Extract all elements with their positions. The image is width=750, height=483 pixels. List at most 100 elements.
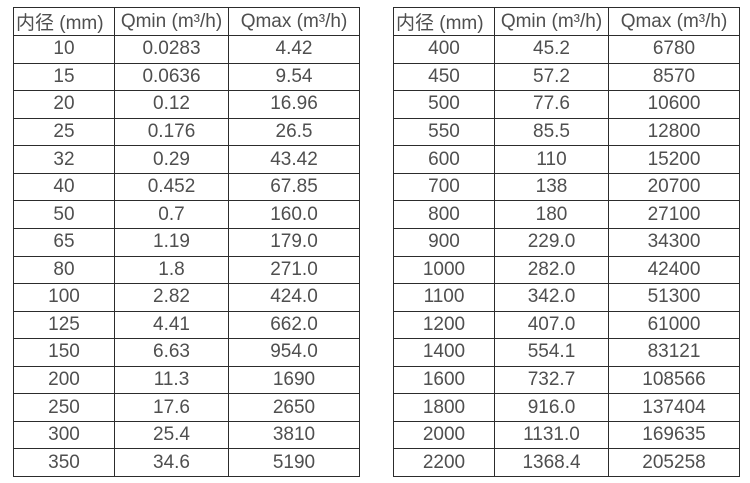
table-cell: 20 [13, 90, 115, 119]
table-cell: 550 [393, 117, 495, 147]
table-row: 1800 916.0 137404 [393, 393, 740, 422]
column-header-inner-diameter: 内径 (mm) [393, 7, 495, 36]
table-cell: 169635 [608, 420, 740, 450]
table-row: 65 1.19 179.0 [13, 227, 360, 257]
table-row: 700 138 20700 [393, 172, 740, 202]
table-cell: 0.0636 [114, 62, 229, 92]
table-row: 600 110 15200 [393, 145, 740, 174]
table-cell: 700 [393, 172, 495, 202]
table-cell: 1690 [228, 365, 360, 395]
table-header-row: 内径 (mm) Qmin (m³/h) Qmax (m³/h) [393, 7, 740, 36]
table-cell: 1400 [393, 338, 495, 367]
table-row: 20 0.12 16.96 [13, 90, 360, 119]
table-row: 400 45.2 6780 [393, 35, 740, 64]
table-body: 400 45.2 6780 450 57.2 8570 500 77.6 10600 550 85.… [393, 35, 740, 477]
table-body: 10 0.0283 4.42 15 0.0636 9.54 20 0.12 16.96 25 0.1… [13, 35, 360, 477]
table-cell: 11.3 [114, 365, 229, 395]
table-cell: 350 [13, 448, 115, 477]
table-cell: 2000 [393, 420, 495, 450]
table-cell: 17.6 [114, 393, 229, 422]
table-cell: 732.7 [494, 365, 609, 395]
table-cell: 205258 [608, 448, 740, 477]
table-cell: 6.63 [114, 338, 229, 367]
table-cell: 180 [494, 200, 609, 229]
table-cell: 110 [494, 145, 609, 174]
flow-table-large-diameters: 内径 (mm) Qmin (m³/h) Qmax (m³/h) 400 45.2 6… [393, 7, 740, 477]
table-cell: 600 [393, 145, 495, 174]
table-cell: 5190 [228, 448, 360, 477]
table-cell: 57.2 [494, 62, 609, 92]
table-cell: 1.8 [114, 255, 229, 285]
table-cell: 42400 [608, 255, 740, 285]
table-cell: 9.54 [228, 62, 360, 92]
table-cell: 1000 [393, 255, 495, 285]
table-row: 350 34.6 5190 [13, 448, 360, 477]
table-cell: 1600 [393, 365, 495, 395]
table-row: 900 229.0 34300 [393, 227, 740, 257]
flow-table-small-diameters: 内径 (mm) Qmin (m³/h) Qmax (m³/h) 10 0.0283… [13, 7, 360, 477]
table-row: 300 25.4 3810 [13, 420, 360, 450]
table-cell: 125 [13, 310, 115, 340]
table-cell: 800 [393, 200, 495, 229]
table-cell: 10 [13, 35, 115, 64]
table-cell: 954.0 [228, 338, 360, 367]
table-row: 450 57.2 8570 [393, 62, 740, 92]
table-cell: 85.5 [494, 117, 609, 147]
table-row: 125 4.41 662.0 [13, 310, 360, 340]
table-cell: 4.41 [114, 310, 229, 340]
table-cell: 83121 [608, 338, 740, 367]
table-row: 1400 554.1 83121 [393, 338, 740, 367]
table-cell: 16.96 [228, 90, 360, 119]
table-cell: 400 [393, 35, 495, 64]
table-cell: 662.0 [228, 310, 360, 340]
table-row: 2200 1368.4 205258 [393, 448, 740, 477]
table-cell: 554.1 [494, 338, 609, 367]
table-cell: 51300 [608, 283, 740, 312]
table-cell: 80 [13, 255, 115, 285]
table-cell: 4.42 [228, 35, 360, 64]
table-cell: 2650 [228, 393, 360, 422]
table-cell: 1.19 [114, 227, 229, 257]
table-cell: 1368.4 [494, 448, 609, 477]
table-cell: 25.4 [114, 420, 229, 450]
table-cell: 20700 [608, 172, 740, 202]
table-cell: 25 [13, 117, 115, 147]
table-row: 25 0.176 26.5 [13, 117, 360, 147]
table-cell: 1100 [393, 283, 495, 312]
column-header-qmax: Qmax (m³/h) [228, 7, 360, 36]
table-cell: 100 [13, 283, 115, 312]
table-cell: 15 [13, 62, 115, 92]
table-row: 10 0.0283 4.42 [13, 35, 360, 64]
table-row: 250 17.6 2650 [13, 393, 360, 422]
table-cell: 407.0 [494, 310, 609, 340]
table-cell: 65 [13, 227, 115, 257]
table-cell: 0.12 [114, 90, 229, 119]
table-cell: 0.0283 [114, 35, 229, 64]
column-header-qmin: Qmin (m³/h) [494, 7, 609, 36]
table-cell: 424.0 [228, 283, 360, 312]
table-cell: 0.176 [114, 117, 229, 147]
table-cell: 1800 [393, 393, 495, 422]
table-cell: 229.0 [494, 227, 609, 257]
table-cell: 26.5 [228, 117, 360, 147]
table-cell: 0.7 [114, 200, 229, 229]
table-cell: 67.85 [228, 172, 360, 202]
table-row: 1100 342.0 51300 [393, 283, 740, 312]
table-cell: 200 [13, 365, 115, 395]
table-cell: 61000 [608, 310, 740, 340]
table-row: 200 11.3 1690 [13, 365, 360, 395]
column-header-qmin: Qmin (m³/h) [114, 7, 229, 36]
table-row: 150 6.63 954.0 [13, 338, 360, 367]
table-row: 100 2.82 424.0 [13, 283, 360, 312]
table-cell: 10600 [608, 90, 740, 119]
table-row: 1600 732.7 108566 [393, 365, 740, 395]
table-cell: 108566 [608, 365, 740, 395]
table-cell: 32 [13, 145, 115, 174]
table-cell: 282.0 [494, 255, 609, 285]
table-cell: 6780 [608, 35, 740, 64]
table-cell: 342.0 [494, 283, 609, 312]
table-cell: 271.0 [228, 255, 360, 285]
table-cell: 500 [393, 90, 495, 119]
table-cell: 77.6 [494, 90, 609, 119]
table-cell: 1131.0 [494, 420, 609, 450]
